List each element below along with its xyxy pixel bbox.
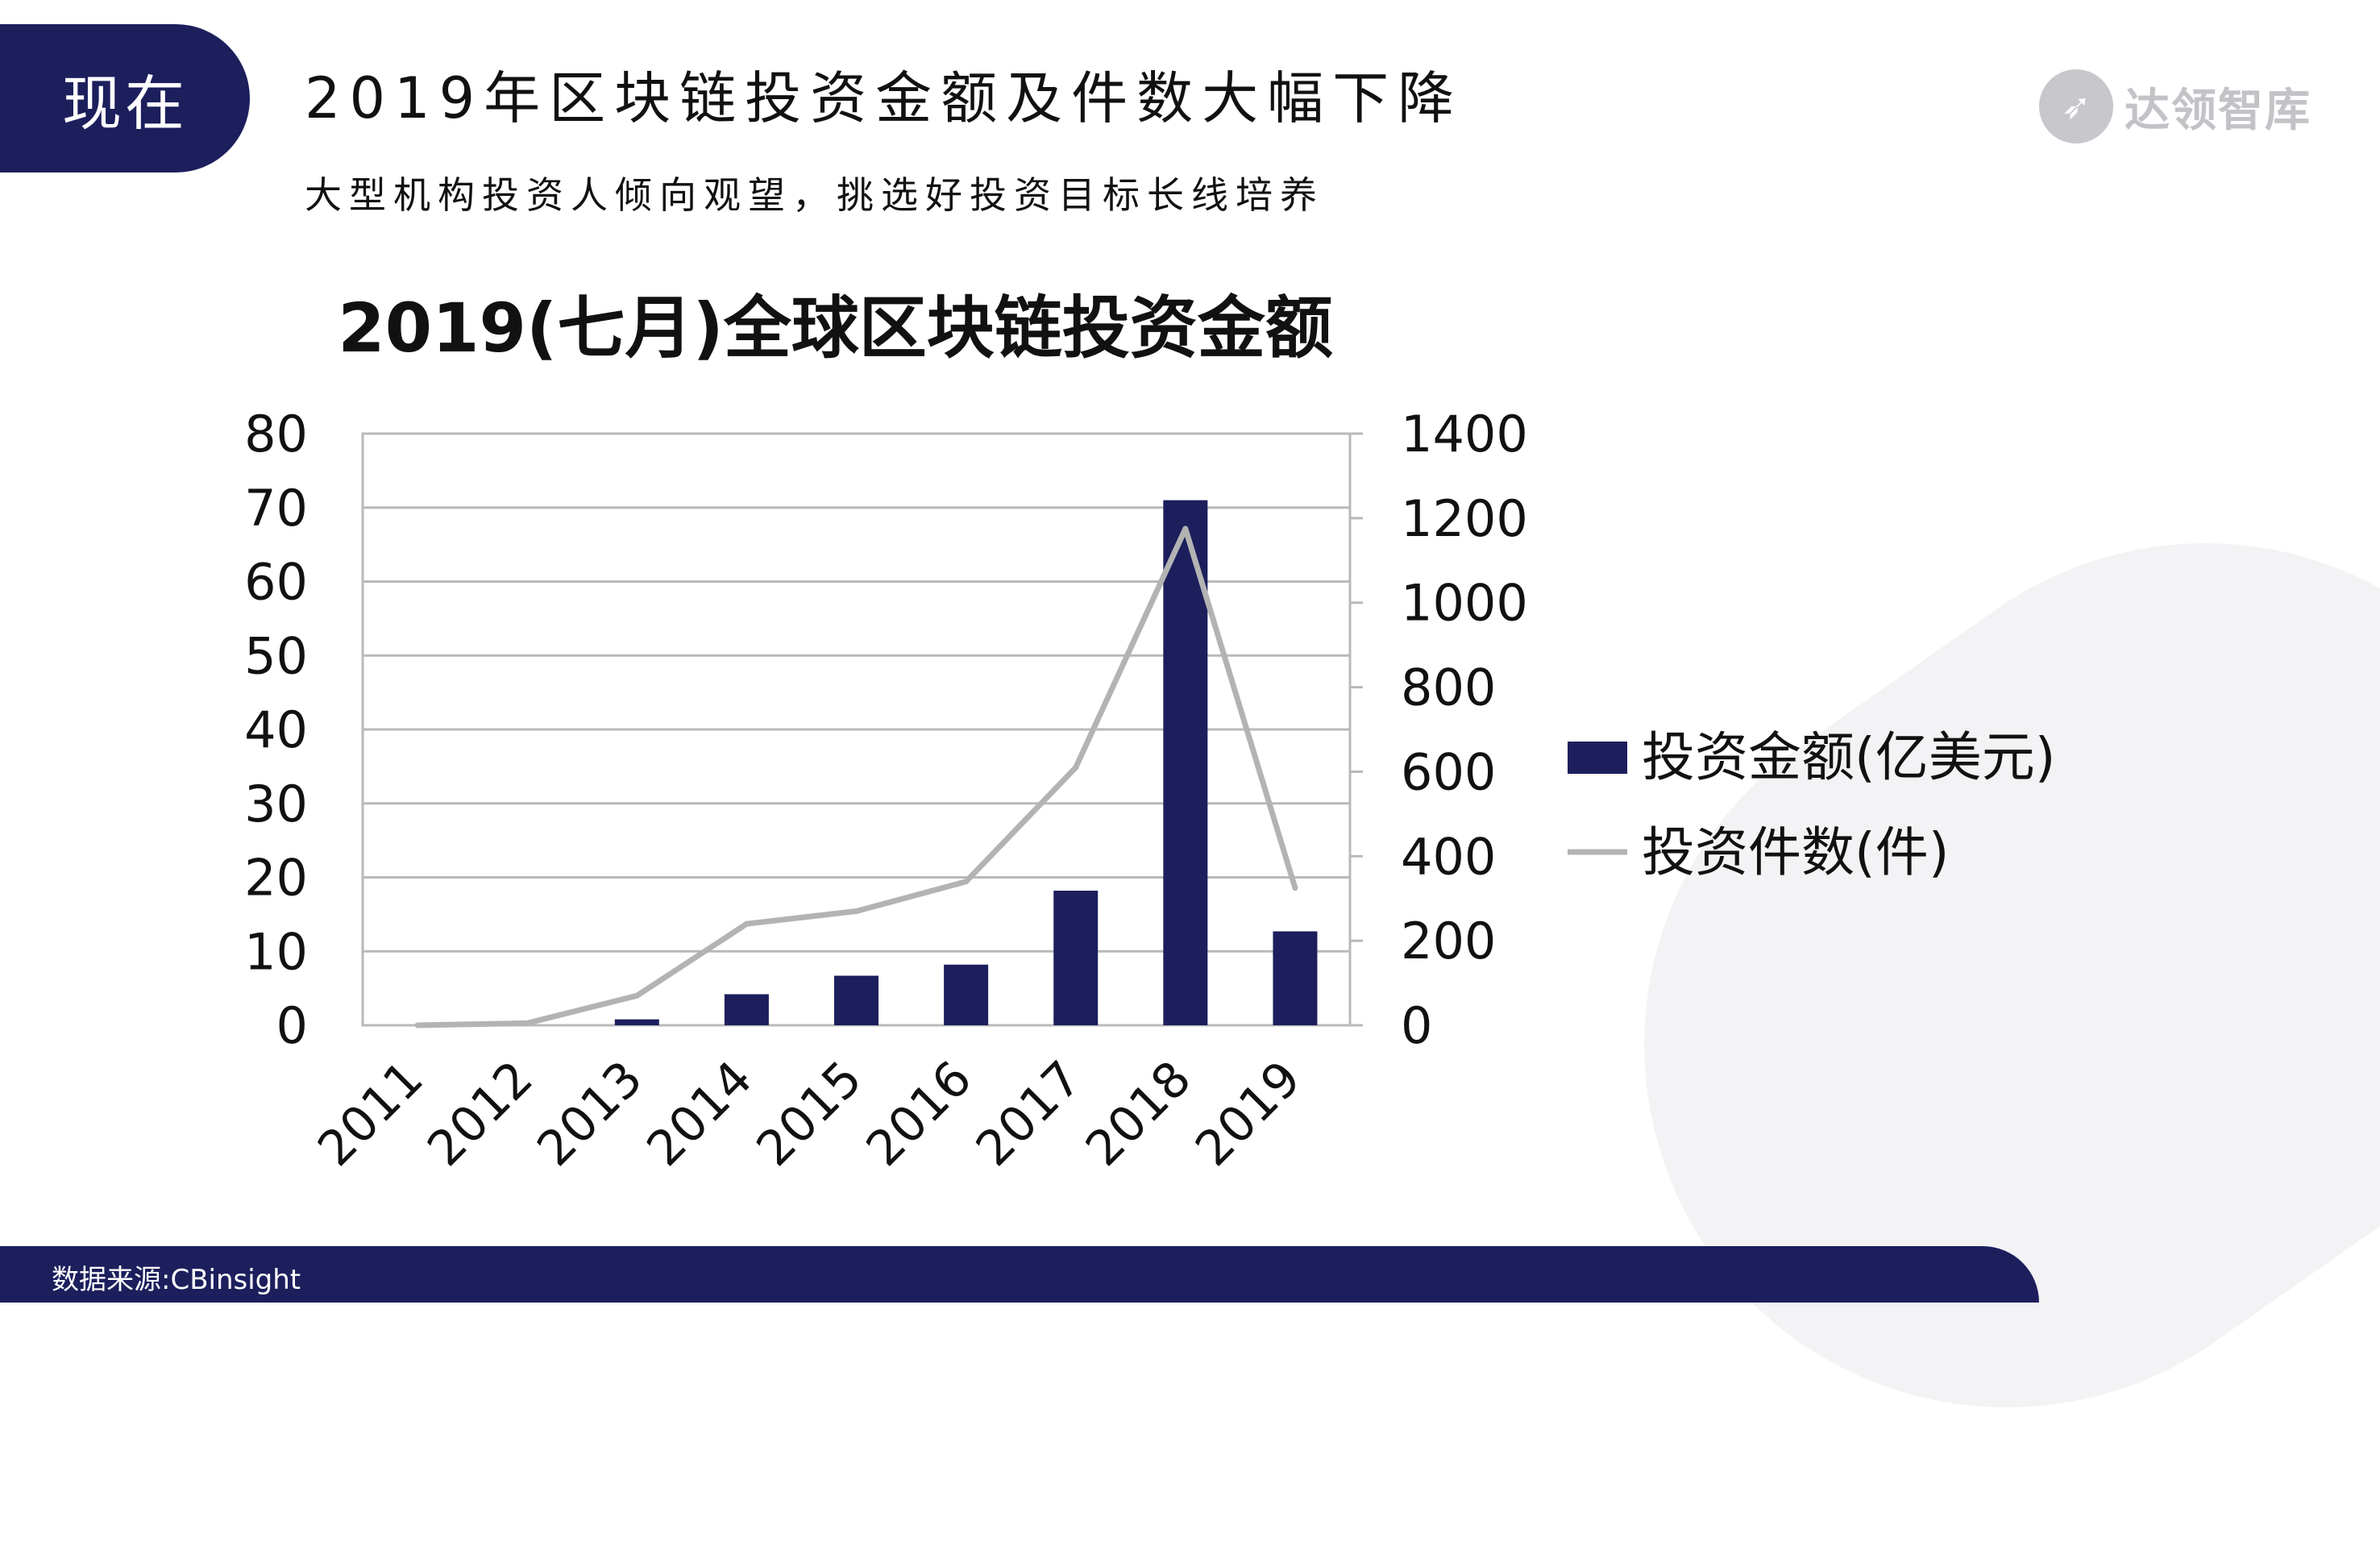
- x-tick-label: 2013: [526, 1050, 653, 1177]
- y-left-tick-label: 80: [244, 405, 308, 463]
- brand-logo-text: 达领智库: [2125, 84, 2311, 137]
- line-point: [1073, 764, 1079, 771]
- x-tick-label: 2018: [1075, 1050, 1202, 1177]
- line-point: [633, 992, 640, 999]
- line-point: [414, 1022, 421, 1028]
- section-badge-label: 现在: [62, 69, 188, 139]
- page-title: 2019年区块链投资金额及件数大幅下降: [305, 65, 1464, 131]
- line-point: [743, 920, 750, 927]
- bar: [1053, 891, 1099, 1025]
- source-text: 数据来源:CBinsight: [52, 1264, 301, 1296]
- line-point: [854, 908, 859, 914]
- y-right-tick-label: 0: [1401, 996, 1432, 1055]
- legend-label-bar: 投资金额(亿美元): [1642, 726, 2056, 788]
- y-left-tick-label: 0: [276, 996, 308, 1055]
- chart-title: 2019(七月)全球区块链投资金额: [338, 289, 1333, 368]
- y-left-tick-label: 20: [244, 849, 308, 908]
- rocket-icon: ➶: [2039, 69, 2113, 143]
- section-badge: 现在: [0, 24, 250, 172]
- y-right-tick-label: 200: [1401, 912, 1496, 970]
- x-tick-label: 2011: [307, 1050, 434, 1177]
- line-point: [1182, 526, 1189, 532]
- y-left-tick-label: 50: [244, 626, 308, 685]
- y-left-tick-label: 70: [244, 479, 308, 538]
- source-bar: [0, 1246, 2039, 1303]
- y-right-tick-label: 400: [1401, 827, 1496, 886]
- y-right-tick-label: 1200: [1401, 489, 1528, 548]
- x-tick-label: 2017: [966, 1050, 1092, 1177]
- x-tick-label: 2016: [856, 1050, 982, 1177]
- x-tick-label: 2012: [417, 1050, 543, 1177]
- bar: [944, 964, 989, 1025]
- bar: [724, 994, 769, 1025]
- y-left-tick-label: 40: [244, 700, 308, 759]
- y-left-tick-label: 30: [244, 775, 308, 833]
- legend-swatch-bar: [1568, 742, 1627, 774]
- line-point: [963, 879, 970, 885]
- bar: [834, 975, 878, 1025]
- y-right-tick-label: 1000: [1401, 574, 1528, 633]
- line-point: [524, 1020, 530, 1026]
- y-right-tick-label: 600: [1401, 742, 1496, 801]
- y-left-tick-label: 60: [244, 553, 308, 612]
- line-point: [1292, 885, 1298, 891]
- y-right-tick-label: 800: [1401, 659, 1496, 717]
- page-subtitle: 大型机构投资人倾向观望，挑选好投资目标长线培养: [305, 173, 1324, 217]
- bar: [614, 1019, 659, 1025]
- x-tick-label: 2014: [637, 1050, 763, 1177]
- bar: [1273, 931, 1318, 1025]
- y-left-tick-label: 10: [244, 922, 308, 981]
- y-right-tick-label: 1400: [1401, 405, 1528, 463]
- bar: [1163, 500, 1208, 1025]
- brand-logo: ➶ 达领智库: [2039, 69, 2311, 143]
- x-tick-label: 2015: [746, 1050, 873, 1177]
- legend-label-line: 投资件数(件): [1642, 821, 1950, 883]
- x-tick-label: 2019: [1185, 1050, 1311, 1177]
- combo-chart: 0102030405060708002004006008001000120014…: [244, 405, 2056, 1178]
